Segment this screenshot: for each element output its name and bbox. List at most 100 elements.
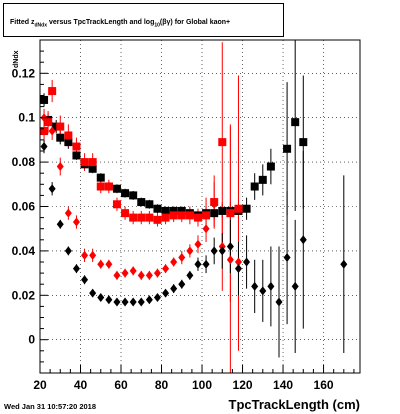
data-point-square [177, 211, 186, 220]
data-point-diamond [113, 270, 121, 280]
data-point-square [291, 118, 300, 127]
x-tick-label: 140 [273, 378, 293, 392]
data-point-square [299, 138, 308, 147]
data-point-square [96, 182, 105, 191]
data-point-square [218, 138, 227, 147]
data-point-diamond [186, 270, 194, 280]
datestamp: Wed Jan 31 10:57:20 2018 [4, 402, 97, 411]
data-point-diamond [226, 241, 234, 251]
data-point-diamond [56, 219, 64, 229]
data-point-diamond [129, 297, 137, 307]
data-point-square [112, 200, 121, 209]
x-tick-label: 60 [114, 378, 128, 392]
data-point-diamond [81, 275, 89, 285]
y-tick-label: 0.1 [18, 111, 35, 125]
y-tick-label: 0 [28, 333, 35, 347]
x-tick-label: 20 [33, 378, 47, 392]
y-tick-label: 0.02 [12, 288, 36, 302]
y-tick-labels: 0 0.02 0.04 0.06 0.08 0.1 0.12 [12, 66, 36, 346]
data-point-diamond [340, 259, 348, 269]
data-point-diamond [64, 208, 72, 218]
data-point-diamond [251, 281, 259, 291]
data-point-diamond [178, 279, 186, 289]
data-point-square [250, 182, 259, 191]
data-point-square [137, 213, 146, 222]
data-point-diamond [72, 264, 80, 274]
data-point-diamond [129, 266, 137, 276]
data-point-square [153, 215, 162, 224]
data-point-diamond [275, 297, 283, 307]
data-point-diamond [162, 288, 170, 298]
data-point-square [40, 127, 49, 136]
data-point-square [234, 204, 243, 213]
data-point-square [72, 151, 81, 160]
data-point-diamond [210, 246, 218, 256]
data-point-square [64, 138, 73, 147]
error-bars [43, 40, 345, 373]
data-point-diamond [243, 257, 251, 267]
data-point-diamond [105, 259, 113, 269]
data-point-diamond [121, 268, 129, 278]
data-point-square [52, 122, 61, 131]
data-point-diamond [162, 264, 170, 274]
y-tick-label: 0.12 [12, 66, 36, 80]
data-point-diamond [259, 286, 267, 296]
data-point-diamond [105, 295, 113, 305]
data-point-square [121, 209, 130, 218]
data-point-diamond [48, 184, 56, 194]
y-axis-label: dNdx [13, 50, 20, 69]
data-point-square [202, 211, 211, 220]
data-point-square [193, 213, 202, 222]
data-point-square [226, 209, 235, 218]
data-point-square [266, 162, 275, 171]
data-point-diamond [145, 295, 153, 305]
data-point-square [56, 133, 65, 142]
chart-title: Fitted zdNdx versus TpcTrackLength and l… [10, 19, 231, 29]
data-point-square [129, 191, 138, 200]
y-tick-label: 0.04 [12, 244, 36, 258]
data-point-diamond [186, 246, 194, 256]
data-point-diamond [97, 259, 105, 269]
data-point-diamond [145, 270, 153, 280]
data-point-square [169, 211, 178, 220]
x-tick-label: 120 [233, 378, 253, 392]
data-point-diamond [56, 162, 64, 172]
data-point-diamond [194, 239, 202, 249]
data-point-diamond [202, 224, 210, 234]
data-point-diamond [40, 142, 48, 152]
data-point-diamond [226, 255, 234, 265]
data-point-square [112, 184, 121, 193]
data-point-square [169, 206, 178, 215]
data-point-diamond [72, 217, 80, 227]
data-point-square [210, 209, 219, 218]
x-tick-label: 40 [74, 378, 88, 392]
axis-ticks [39, 50, 355, 374]
data-point-square [137, 198, 146, 207]
data-point-square [88, 158, 97, 167]
data-point-square [242, 204, 251, 213]
data-point-diamond [210, 199, 218, 209]
data-point-diamond [89, 288, 97, 298]
data-point-diamond [202, 259, 210, 269]
data-markers [40, 87, 348, 307]
data-point-diamond [178, 253, 186, 263]
data-point-square [121, 189, 130, 198]
data-point-square [56, 122, 65, 131]
data-point-square [40, 95, 49, 104]
data-point-diamond [81, 250, 89, 260]
grid-lines [39, 40, 360, 373]
data-point-diamond [113, 297, 121, 307]
data-point-square [283, 144, 292, 153]
data-point-square [145, 200, 154, 209]
data-point-square [104, 182, 113, 191]
data-point-diamond [291, 281, 299, 291]
data-point-square [185, 211, 194, 220]
data-point-diamond [137, 270, 145, 280]
data-point-square [80, 158, 89, 167]
data-point-diamond [194, 259, 202, 269]
data-point-diamond [48, 126, 56, 136]
x-axis-label: TpcTrackLength (cm) [228, 397, 360, 412]
data-point-diamond [283, 253, 291, 263]
x-tick-labels: 20 40 60 80 100 120 140 160 [33, 378, 334, 392]
